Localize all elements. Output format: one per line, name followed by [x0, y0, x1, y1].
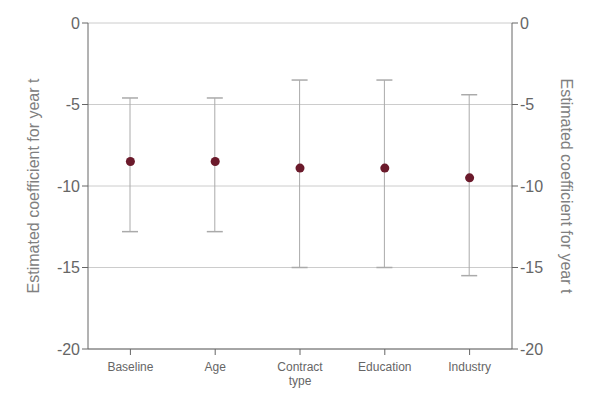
svg-text:Estimated coefficient for year: Estimated coefficient for year t — [25, 78, 42, 293]
svg-text:-10: -10 — [520, 178, 543, 195]
svg-text:0: 0 — [71, 15, 80, 32]
svg-text:Age: Age — [205, 360, 227, 374]
svg-text:0: 0 — [520, 15, 529, 32]
svg-text:-20: -20 — [520, 341, 543, 358]
svg-text:-15: -15 — [57, 259, 80, 276]
svg-text:Estimated coefficient for year: Estimated coefficient for year t — [558, 79, 575, 294]
svg-text:-15: -15 — [520, 259, 543, 276]
svg-text:Education: Education — [358, 360, 411, 374]
svg-text:Baseline: Baseline — [107, 360, 153, 374]
svg-text:-20: -20 — [57, 341, 80, 358]
svg-text:-5: -5 — [66, 96, 80, 113]
svg-text:Industry: Industry — [448, 360, 491, 374]
svg-text:-5: -5 — [520, 96, 534, 113]
svg-text:Contracttype: Contracttype — [277, 360, 323, 388]
svg-text:-10: -10 — [57, 178, 80, 195]
